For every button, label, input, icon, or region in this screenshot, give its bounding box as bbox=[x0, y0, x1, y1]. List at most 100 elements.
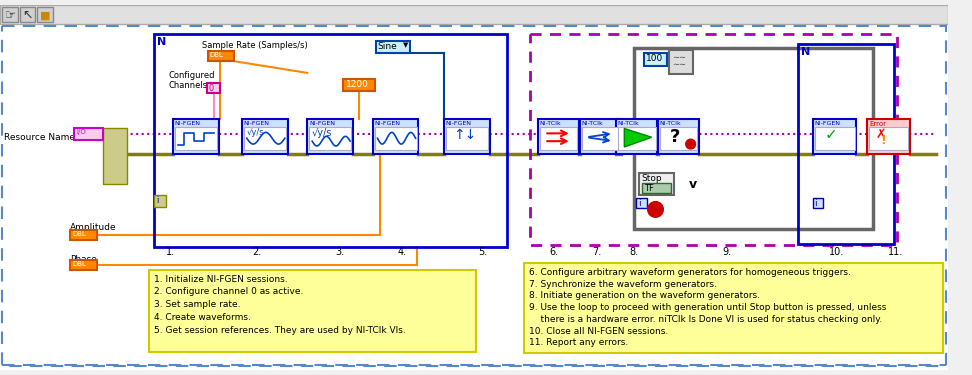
Text: ✓: ✓ bbox=[824, 128, 837, 142]
Bar bbox=[642, 183, 671, 193]
Bar bbox=[74, 129, 103, 140]
Text: ✗: ✗ bbox=[876, 128, 886, 141]
Bar bbox=[643, 53, 667, 66]
Text: 5.: 5. bbox=[478, 248, 488, 258]
Bar bbox=[244, 126, 286, 150]
Bar bbox=[374, 126, 417, 150]
Bar bbox=[343, 79, 374, 92]
Text: 11. Report any errors.: 11. Report any errors. bbox=[529, 338, 628, 347]
Bar bbox=[375, 41, 409, 53]
Text: 8. Initiate generation on the waveform generators.: 8. Initiate generation on the waveform g… bbox=[529, 291, 760, 300]
Bar bbox=[616, 119, 657, 154]
Text: 1200: 1200 bbox=[346, 80, 369, 89]
Bar bbox=[242, 119, 288, 154]
Circle shape bbox=[686, 139, 696, 149]
Bar bbox=[798, 44, 893, 244]
Text: 9. Use the loop to proceed with generation until Stop button is pressed, unless: 9. Use the loop to proceed with generati… bbox=[529, 303, 886, 312]
Text: Stop: Stop bbox=[641, 174, 662, 183]
Text: Sample Rate (Samples/s): Sample Rate (Samples/s) bbox=[202, 41, 308, 50]
Bar bbox=[208, 51, 234, 61]
Text: N: N bbox=[801, 46, 810, 57]
Bar bbox=[173, 119, 219, 154]
Text: 4. Create waveforms.: 4. Create waveforms. bbox=[155, 313, 251, 322]
Text: NI-FGEN: NI-FGEN bbox=[175, 121, 200, 126]
Text: Sine: Sine bbox=[377, 42, 398, 51]
Text: ↑↓: ↑↓ bbox=[454, 128, 477, 141]
Bar bbox=[207, 82, 221, 93]
Bar bbox=[444, 119, 490, 154]
Bar bbox=[530, 34, 897, 245]
Bar bbox=[634, 48, 873, 229]
Bar bbox=[867, 119, 910, 154]
Text: v: v bbox=[689, 178, 697, 191]
Bar bbox=[618, 126, 655, 150]
Text: DBL: DBL bbox=[72, 231, 87, 237]
Bar bbox=[813, 119, 856, 154]
Bar bbox=[19, 6, 35, 22]
Text: NI-FGEN: NI-FGEN bbox=[244, 121, 270, 126]
Text: NI-TCIk: NI-TCIk bbox=[617, 121, 640, 126]
Bar bbox=[309, 126, 351, 150]
Text: N: N bbox=[157, 37, 166, 47]
Text: I/O: I/O bbox=[76, 129, 86, 135]
Text: 1.: 1. bbox=[166, 248, 175, 258]
Bar bbox=[2, 6, 17, 22]
Text: 10. Close all NI-FGEN sessions.: 10. Close all NI-FGEN sessions. bbox=[529, 327, 668, 336]
Text: 7.: 7. bbox=[592, 248, 602, 258]
Bar bbox=[446, 126, 488, 150]
Text: ∼∼: ∼∼ bbox=[672, 60, 686, 69]
Bar bbox=[155, 34, 507, 246]
Bar bbox=[524, 263, 943, 353]
Bar bbox=[0, 4, 948, 24]
Text: 8.: 8. bbox=[630, 248, 639, 258]
Text: ■: ■ bbox=[40, 10, 51, 20]
Bar bbox=[580, 119, 621, 154]
Text: NI-TCIk: NI-TCIk bbox=[539, 121, 561, 126]
Bar bbox=[150, 270, 476, 352]
Text: ↖: ↖ bbox=[22, 9, 33, 22]
Bar bbox=[372, 119, 419, 154]
Bar bbox=[639, 173, 674, 195]
Text: 1. Initialize NI-FGEN sessions.: 1. Initialize NI-FGEN sessions. bbox=[155, 275, 288, 284]
Bar bbox=[813, 198, 823, 208]
Text: 9.: 9. bbox=[722, 248, 731, 258]
Text: 0: 0 bbox=[209, 84, 214, 93]
Text: √y/s: √y/s bbox=[312, 128, 332, 138]
Text: NI-TCIk: NI-TCIk bbox=[581, 121, 604, 126]
Text: NI-FGEN: NI-FGEN bbox=[309, 121, 335, 126]
Bar bbox=[70, 260, 96, 270]
Bar bbox=[582, 126, 619, 150]
Text: 11.: 11. bbox=[887, 248, 903, 258]
Text: Error: Error bbox=[869, 121, 886, 127]
Text: ?: ? bbox=[670, 128, 680, 146]
Bar bbox=[669, 51, 693, 74]
Bar bbox=[869, 126, 908, 150]
Text: 2.: 2. bbox=[252, 248, 261, 258]
Text: 7. Synchronize the waveform generators.: 7. Synchronize the waveform generators. bbox=[529, 280, 716, 289]
Text: TF: TF bbox=[643, 184, 654, 193]
Bar bbox=[155, 195, 166, 207]
Bar bbox=[70, 230, 96, 240]
Bar bbox=[175, 126, 217, 150]
Bar bbox=[540, 126, 577, 150]
Text: 100: 100 bbox=[645, 54, 663, 63]
Text: 10.: 10. bbox=[829, 248, 845, 258]
Text: ▼: ▼ bbox=[402, 42, 408, 48]
Text: NI-FGEN: NI-FGEN bbox=[374, 121, 400, 126]
Text: DBL: DBL bbox=[72, 261, 87, 267]
Text: ☞: ☞ bbox=[5, 9, 17, 22]
Text: i: i bbox=[156, 196, 158, 205]
Text: Resource Names: Resource Names bbox=[4, 134, 80, 142]
Text: 4.: 4. bbox=[398, 248, 406, 258]
Text: i: i bbox=[638, 199, 641, 208]
Text: i: i bbox=[815, 199, 817, 208]
Text: Phase: Phase bbox=[70, 255, 97, 264]
Bar bbox=[538, 119, 579, 154]
Text: NI-FGEN: NI-FGEN bbox=[815, 121, 841, 126]
Text: 3.: 3. bbox=[335, 248, 344, 258]
Bar bbox=[636, 198, 646, 208]
Text: there is a hardware error. niTClk Is Done VI is used for status checking only.: there is a hardware error. niTClk Is Don… bbox=[529, 315, 882, 324]
Text: 6.: 6. bbox=[549, 248, 559, 258]
Bar bbox=[37, 6, 52, 22]
Text: ∼∼: ∼∼ bbox=[672, 53, 686, 62]
